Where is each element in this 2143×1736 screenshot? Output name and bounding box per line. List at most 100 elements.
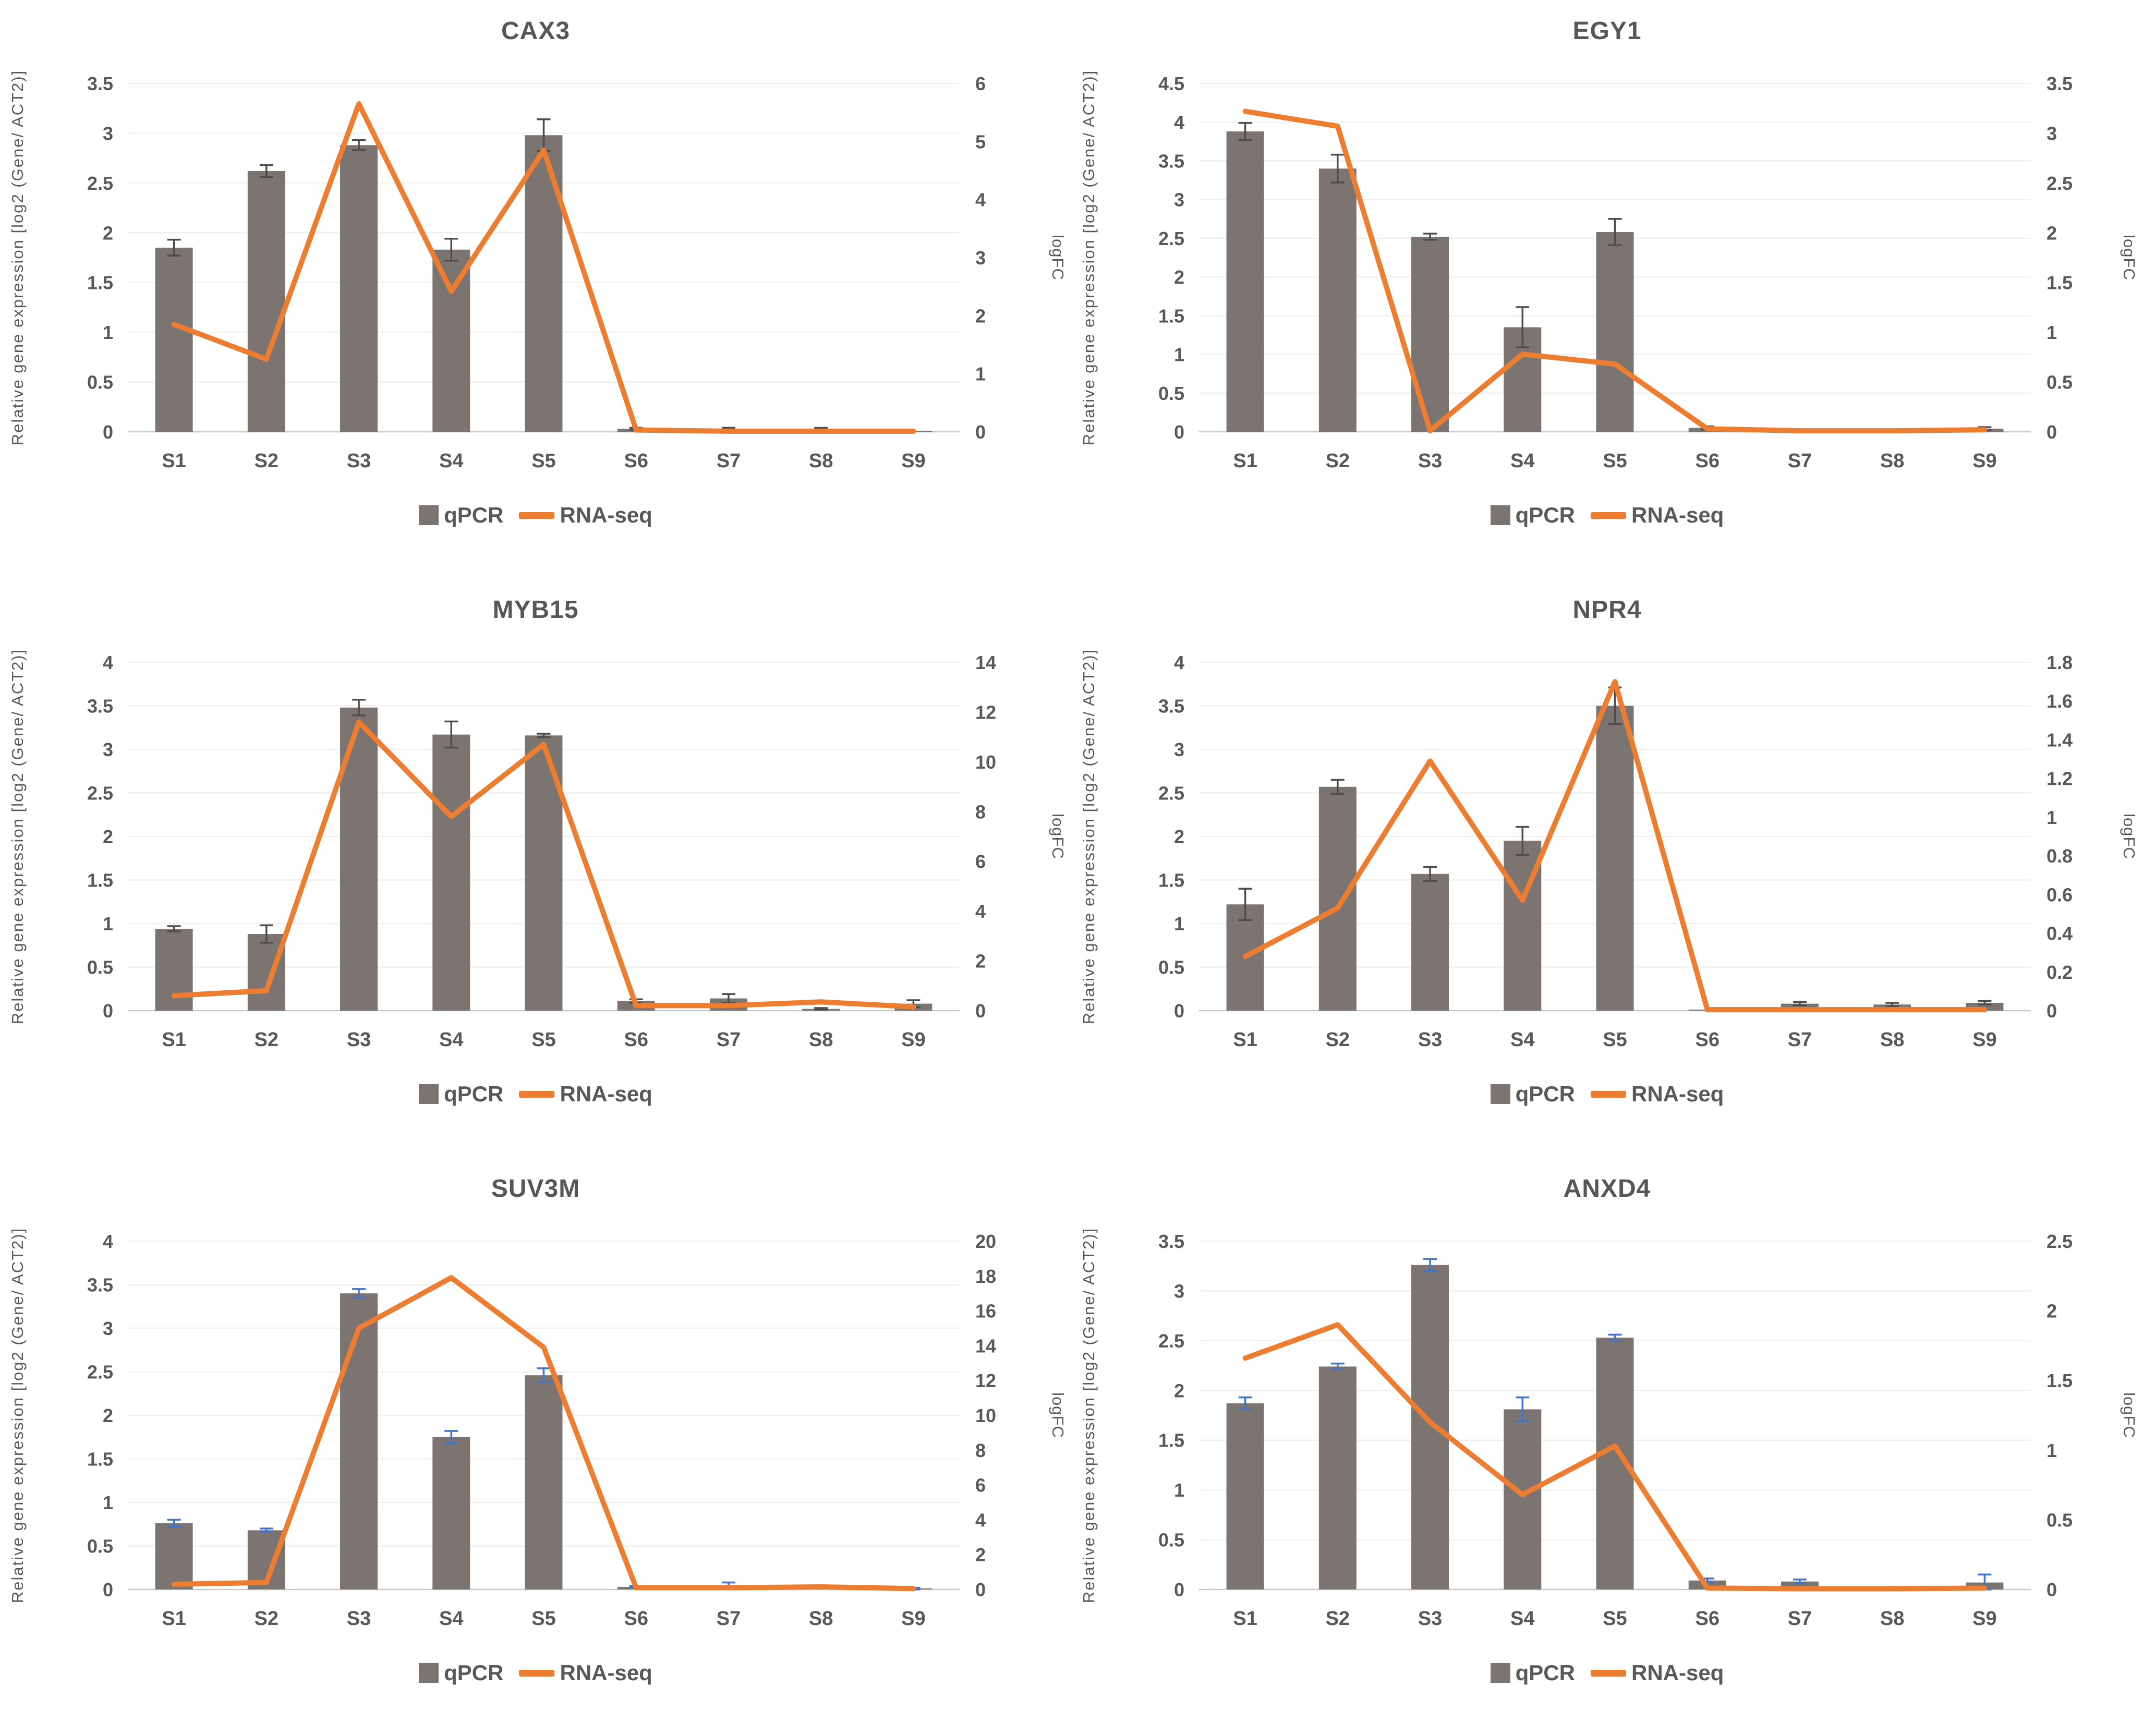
error-bar-S2 [259, 924, 273, 944]
qpcr-legend-label: qPCR [444, 1082, 504, 1106]
category-label-S3: S3 [1418, 1608, 1442, 1630]
left-axis-tick-label: 3.5 [1158, 696, 1184, 717]
right-axis-tick-label: 3 [2047, 123, 2057, 144]
right-axis-title: logFC [1049, 235, 1067, 281]
category-label-S7: S7 [1788, 1029, 1812, 1051]
qpcr-bar-S5 [525, 1375, 563, 1589]
left-axis-tick-label: 3 [1174, 1280, 1184, 1302]
qpcr-legend-label: qPCR [444, 503, 504, 527]
right-axis-tick-label: 0 [975, 421, 986, 443]
left-axis-tick-label: 4 [103, 652, 113, 673]
qpcr-bar-S3 [340, 145, 378, 432]
rnaseq-swatch-icon [519, 1669, 555, 1677]
qpcr-legend-label: qPCR [1515, 1082, 1575, 1106]
left-axis-tick-label: 1.5 [87, 870, 113, 891]
left-axis-tick-label: 4.5 [1158, 73, 1184, 94]
combo-chart-cax3: 0 0.5 1 1.5 2 2.5 3 3.5 0 1 2 3 4 5 6 S1 S2 S3 S4 S5 S6 S7 S8 S… [8, 70, 1067, 472]
right-axis-tick-label: 0 [975, 1579, 986, 1600]
right-axis-tick-label: 3.5 [2047, 73, 2073, 94]
category-label-S1: S1 [1233, 450, 1257, 472]
right-axis-tick-label: 5 [975, 131, 986, 152]
category-label-S2: S2 [255, 1608, 279, 1630]
error-bar-S3 [352, 1288, 366, 1299]
legend-group-qpcr: qPCR [419, 1660, 503, 1685]
left-axis-tick-label: 3 [103, 1318, 113, 1339]
right-axis-tick-label: 0 [2047, 1000, 2057, 1022]
error-bar-S2 [259, 164, 273, 178]
rnaseq-line [171, 1275, 916, 1592]
right-axis-tick-label: 2 [2047, 222, 2057, 244]
qpcr-bar-S1 [155, 929, 193, 1011]
error-bar-S3 [1423, 233, 1437, 241]
error-bar-S1 [167, 1519, 181, 1528]
right-axis-tick-label: 4 [975, 189, 986, 211]
qpcr-bar-S5 [1596, 706, 1634, 1011]
error-bar-S4 [444, 237, 458, 262]
right-axis-tick-label: 0 [2047, 1579, 2057, 1600]
chart-legend: qPCR RNA-seq [0, 1650, 1071, 1696]
left-axis-tick-label: 2 [103, 222, 113, 244]
category-label-S8: S8 [1880, 450, 1904, 472]
right-axis-tick-label: 8 [975, 801, 986, 822]
right-axis-tick-label: 6 [975, 73, 986, 94]
right-axis-tick-label: 14 [975, 652, 996, 673]
qpcr-legend-label: qPCR [444, 1660, 504, 1685]
qpcr-swatch-icon [1490, 505, 1510, 525]
rnaseq-legend-label: RNA-seq [1631, 503, 1724, 527]
qpcr-bar-S3 [1411, 873, 1449, 1011]
legend-group-rnaseq: RNA-seq [519, 1082, 652, 1107]
left-axis-tick-label: 2.5 [1158, 228, 1184, 249]
rnaseq-legend-label: RNA-seq [1631, 1660, 1724, 1685]
category-label-S3: S3 [347, 1608, 371, 1630]
category-label-S4: S4 [1510, 1608, 1534, 1630]
left-axis-tick-label: 0 [103, 421, 113, 443]
category-label-S7: S7 [1788, 450, 1812, 472]
category-label-S2: S2 [1326, 1029, 1350, 1051]
category-label-S1: S1 [162, 1029, 186, 1051]
category-label-S1: S1 [162, 1608, 186, 1630]
right-axis-tick-label: 2 [975, 951, 986, 972]
chart-legend: qPCR RNA-seq [1071, 492, 2143, 538]
category-label-S9: S9 [901, 1608, 925, 1630]
right-axis-tick-label: 0.6 [2047, 884, 2073, 905]
category-label-S8: S8 [809, 1029, 833, 1051]
category-label-S7: S7 [717, 1029, 741, 1051]
category-label-S4: S4 [439, 450, 463, 472]
category-label-S7: S7 [717, 1608, 741, 1630]
qpcr-swatch-icon [419, 1084, 439, 1104]
chart-legend: qPCR RNA-seq [0, 492, 1071, 538]
chart-title: SUV3M [491, 1174, 580, 1203]
left-axis-tick-label: 2.5 [87, 1362, 113, 1383]
chart-panel-npr4: NPR4 0 0.5 1 1.5 2 2.5 3 3.5 4 0 0.2 0.4 0.6 0.8 1 1.2 1… [1071, 579, 2143, 1158]
right-axis-tick-label: 1.5 [2047, 1370, 2073, 1391]
left-axis-tick-label: 3.5 [1158, 1231, 1184, 1252]
qpcr-bar-S1 [1226, 131, 1264, 432]
category-label-S3: S3 [1418, 1029, 1442, 1051]
right-axis-title: logFC [2120, 235, 2138, 281]
left-axis-tick-label: 2 [1174, 266, 1184, 288]
left-axis-tick-label: 1 [1174, 344, 1184, 366]
left-axis-tick-label: 0 [1174, 1579, 1184, 1600]
qpcr-bar-S1 [155, 247, 193, 432]
left-axis-tick-label: 1 [1174, 1479, 1184, 1501]
rnaseq-line [171, 101, 916, 434]
left-axis-title: Relative gene expression [log2 (Gene/ AC… [1080, 70, 1098, 445]
left-axis-tick-label: 1.5 [1158, 305, 1184, 326]
right-axis-tick-label: 1.6 [2047, 690, 2073, 712]
error-bar-S7 [721, 993, 735, 1004]
legend-group-qpcr: qPCR [1490, 1082, 1575, 1107]
qpcr-bar-S4 [432, 249, 470, 432]
category-label-S1: S1 [1233, 1608, 1257, 1630]
left-axis-tick-label: 0.5 [1158, 957, 1184, 978]
category-label-S3: S3 [1418, 450, 1442, 472]
chart-legend: qPCR RNA-seq [1071, 1071, 2143, 1117]
left-axis-tick-label: 2 [1174, 1380, 1184, 1401]
right-axis-title: logFC [1049, 814, 1067, 859]
right-axis-tick-label: 1 [2047, 807, 2057, 828]
category-label-S6: S6 [624, 1608, 648, 1630]
left-axis-tick-label: 1 [103, 1492, 113, 1513]
right-axis-tick-label: 2.5 [2047, 173, 2073, 194]
right-axis-tick-label: 1.4 [2047, 729, 2073, 750]
qpcr-bar-S1 [155, 1523, 193, 1589]
error-bar-S4 [444, 720, 458, 749]
